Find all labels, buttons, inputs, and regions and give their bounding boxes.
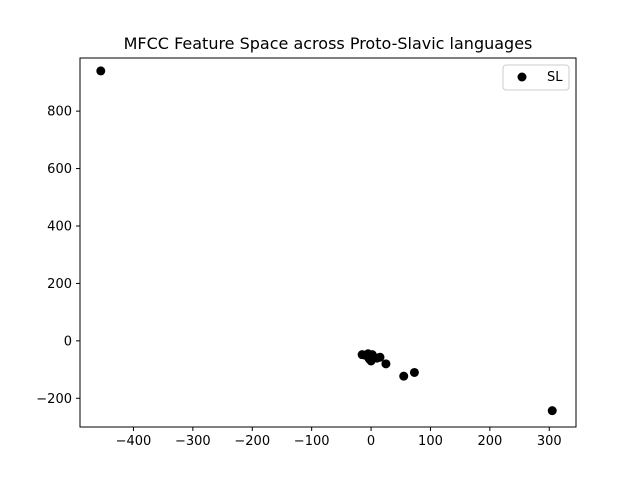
y-tick-label: 400 — [47, 219, 72, 234]
x-tick-label: 100 — [418, 434, 443, 449]
y-tick-label: 0 — [64, 334, 72, 349]
chart-title: MFCC Feature Space across Proto-Slavic l… — [124, 34, 533, 53]
legend-label-sl: SL — [547, 70, 563, 85]
data-point — [547, 406, 557, 416]
data-point — [96, 66, 106, 76]
x-axis: −400 −300 −200 −100 0 100 200 300 — [116, 427, 562, 449]
x-tick-label: 200 — [477, 434, 502, 449]
legend-marker — [517, 72, 527, 82]
y-tick-label: −200 — [36, 392, 72, 407]
legend: SL — [502, 64, 570, 91]
x-tick-label: 300 — [537, 434, 562, 449]
x-tick-label: 0 — [367, 434, 375, 449]
y-tick-label: 600 — [47, 162, 72, 177]
y-axis: −200 0 200 400 600 800 — [36, 105, 80, 407]
data-point — [381, 359, 391, 369]
axes-frame — [79, 57, 577, 428]
data-point — [375, 352, 385, 362]
y-tick-label: 800 — [47, 105, 72, 120]
x-tick-label: −100 — [294, 434, 330, 449]
data-point — [409, 367, 419, 377]
data-point — [399, 371, 409, 381]
plot-area — [96, 66, 557, 416]
x-tick-label: −300 — [175, 434, 211, 449]
y-tick-label: 200 — [47, 277, 72, 292]
legend-box — [502, 64, 570, 91]
x-tick-label: −200 — [234, 434, 270, 449]
x-tick-label: −400 — [116, 434, 152, 449]
